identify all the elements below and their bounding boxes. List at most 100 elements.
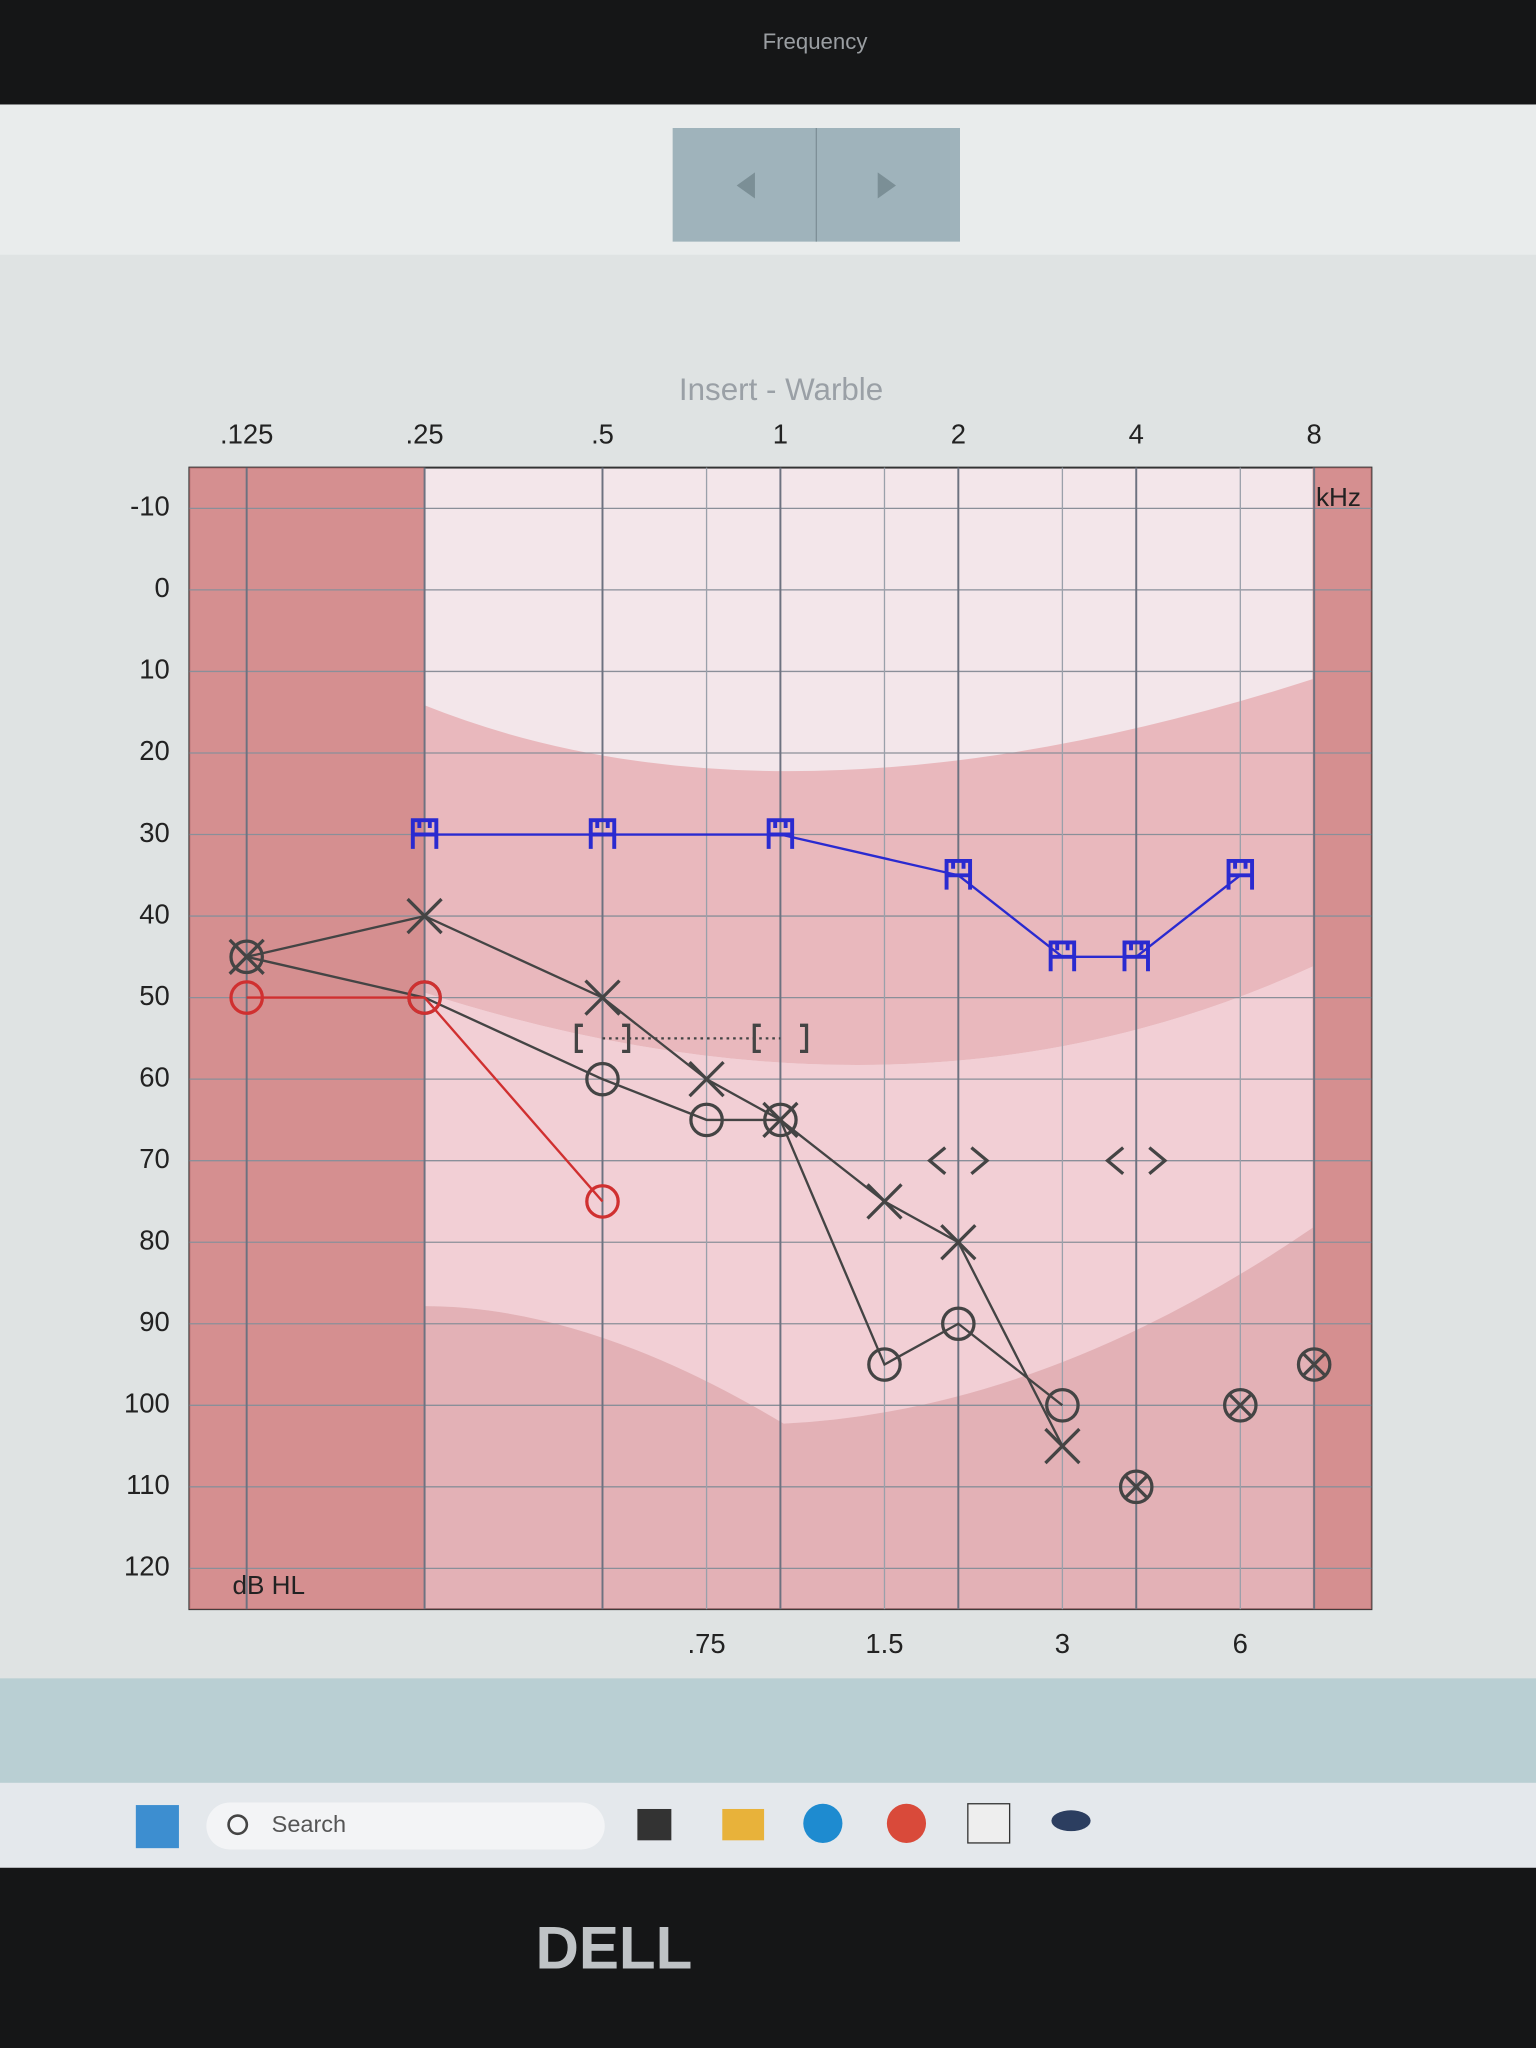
app-icon[interactable] <box>722 1808 765 1841</box>
x-tick-label: .25 <box>406 418 444 449</box>
data-point <box>584 979 621 1016</box>
o-marker <box>407 980 442 1015</box>
y-tick-label: 120 <box>124 1551 170 1582</box>
next-button[interactable] <box>877 172 896 199</box>
window-header: Frequency <box>763 29 869 54</box>
o-marker <box>1045 1387 1080 1423</box>
data-point <box>1296 1347 1332 1382</box>
y-tick-label: 10 <box>139 654 169 685</box>
aided-marker <box>1122 940 1150 972</box>
masked-region <box>189 467 425 1610</box>
app-icon[interactable] <box>637 1808 672 1841</box>
y-tick-label: 40 <box>139 898 169 929</box>
speech-band <box>424 679 1313 1065</box>
x-marker <box>1123 1473 1150 1500</box>
data-point <box>1045 1387 1080 1423</box>
data-point <box>766 818 795 849</box>
x-marker <box>688 1061 725 1098</box>
y-tick-label: 110 <box>126 1469 170 1500</box>
o-marker <box>1296 1347 1332 1382</box>
x-marker <box>584 979 621 1016</box>
y-tick-label: 90 <box>139 1306 169 1337</box>
data-point <box>752 1023 809 1054</box>
x-marker <box>1044 1427 1081 1465</box>
data-point <box>941 1306 976 1342</box>
x-tick-label: 1 <box>773 418 788 449</box>
data-point <box>1048 940 1077 972</box>
aided-marker <box>1226 858 1255 890</box>
y-tick-label: 30 <box>139 817 169 848</box>
o-marker <box>585 1061 620 1097</box>
o-marker <box>585 1184 620 1219</box>
data-point <box>588 818 617 849</box>
y-unit: dB HL <box>232 1570 305 1600</box>
data-point <box>1223 1387 1258 1423</box>
app-icon[interactable] <box>803 1803 843 1843</box>
x-tick-label: .5 <box>591 418 614 449</box>
data-point <box>406 897 443 935</box>
data-point <box>1044 1427 1081 1465</box>
y-tick-label: -10 <box>130 491 170 522</box>
data-point <box>689 1102 724 1138</box>
x-marker <box>406 897 443 935</box>
aided-marker <box>1048 940 1077 972</box>
data-point <box>1226 858 1255 890</box>
data-point <box>940 1224 977 1261</box>
speech-band <box>424 966 1313 1424</box>
series-line <box>246 914 1064 1447</box>
y-tick-label: 80 <box>139 1224 169 1255</box>
data-point <box>1104 1146 1168 1175</box>
speech-band <box>424 1227 1313 1610</box>
app-icon[interactable] <box>1051 1810 1091 1832</box>
chevron-marker <box>1104 1146 1168 1175</box>
series-line <box>246 996 604 1203</box>
data-point <box>229 980 264 1015</box>
app-icon[interactable] <box>967 1803 1011 1844</box>
start-button[interactable] <box>135 1805 179 1849</box>
search-label: Search <box>272 1811 346 1837</box>
app-icon[interactable] <box>886 1803 927 1843</box>
data-point <box>927 1146 990 1175</box>
x-marker <box>940 1224 977 1261</box>
o-marker <box>689 1102 724 1138</box>
aided-marker <box>766 818 795 849</box>
data-point <box>410 818 439 849</box>
brand-logo: DELL <box>535 1915 692 1982</box>
x-tick-label: 4 <box>1129 418 1144 449</box>
data-point <box>229 939 264 975</box>
o-marker <box>229 980 264 1015</box>
y-tick-label: 100 <box>124 1388 170 1419</box>
x-tick-label: 3 <box>1055 1628 1070 1659</box>
data-point <box>944 858 973 890</box>
x-tick-label: .75 <box>688 1628 726 1659</box>
y-tick-label: 0 <box>155 572 170 603</box>
data-point <box>585 1184 620 1219</box>
data-point <box>585 1061 620 1097</box>
aided-marker <box>410 818 439 849</box>
o-marker <box>941 1306 976 1342</box>
x-marker <box>1301 1351 1328 1378</box>
status-strip <box>0 1678 1536 1783</box>
data-point <box>763 1102 798 1138</box>
y-tick-label: 70 <box>139 1143 169 1174</box>
o-marker <box>1118 1469 1154 1505</box>
x-tick-label: 1.5 <box>865 1628 903 1659</box>
x-tick-label: 2 <box>951 418 966 449</box>
x-marker <box>1227 1392 1254 1419</box>
o-marker <box>229 939 264 975</box>
data-point <box>867 1347 902 1382</box>
o-marker <box>867 1347 902 1382</box>
prev-button[interactable] <box>736 172 755 199</box>
bracket-marker <box>752 1023 809 1054</box>
chart-title: Insert - Warble <box>679 372 883 407</box>
o-marker <box>1223 1387 1258 1423</box>
search-box[interactable] <box>206 1802 605 1850</box>
data-point <box>688 1061 725 1098</box>
x-unit: kHz <box>1316 482 1361 512</box>
search-icon <box>227 1814 249 1836</box>
y-tick-label: 50 <box>139 980 169 1011</box>
y-tick-label: 60 <box>139 1061 169 1092</box>
data-point <box>407 980 442 1015</box>
x-tick-label: 8 <box>1307 418 1322 449</box>
